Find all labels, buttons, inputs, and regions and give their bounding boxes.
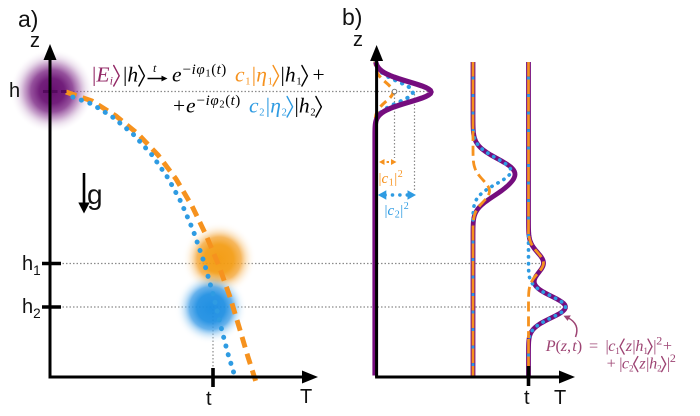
- svg-text:|: |: [653, 337, 656, 355]
- svg-text:1: 1: [205, 69, 210, 80]
- svg-text:1: 1: [615, 346, 620, 356]
- svg-text:+: +: [607, 354, 616, 372]
- svg-text:=: =: [589, 337, 598, 355]
- svg-text:2: 2: [657, 363, 662, 373]
- svg-text:η: η: [256, 63, 267, 87]
- svg-text:2: 2: [629, 363, 634, 373]
- svg-text:φ: φ: [196, 62, 204, 78]
- svg-text:z: z: [560, 337, 568, 355]
- svg-text:|: |: [123, 63, 127, 87]
- svg-text:(: (: [211, 62, 216, 78]
- svg-text:t: t: [153, 61, 157, 75]
- svg-text:c: c: [249, 94, 259, 118]
- svg-text:|: |: [92, 63, 96, 87]
- svg-text:h: h: [635, 337, 643, 355]
- svg-text:φ: φ: [210, 93, 218, 109]
- svg-text:1: 1: [643, 346, 648, 356]
- svg-text:−: −: [183, 62, 191, 78]
- svg-text:1: 1: [245, 77, 250, 88]
- svg-text:|: |: [646, 354, 649, 372]
- svg-text:): ): [577, 337, 582, 355]
- svg-text:|: |: [266, 94, 270, 118]
- svg-text:h: h: [127, 63, 138, 87]
- svg-text:c: c: [235, 63, 245, 87]
- svg-text:1: 1: [389, 178, 394, 189]
- svg-text:h: h: [649, 354, 657, 372]
- svg-text:|: |: [252, 63, 256, 87]
- svg-text:e: e: [186, 94, 196, 118]
- svg-text:P: P: [545, 337, 556, 355]
- svg-text:(: (: [225, 93, 230, 109]
- svg-text:(: (: [556, 337, 561, 355]
- svg-text:2: 2: [395, 210, 400, 221]
- svg-text:i: i: [110, 76, 113, 88]
- svg-text:−: −: [197, 93, 205, 109]
- svg-text:e: e: [172, 63, 182, 87]
- svg-text:|: |: [385, 203, 388, 219]
- svg-text:t: t: [572, 337, 577, 355]
- svg-text:2: 2: [670, 351, 676, 365]
- svg-text:|: |: [667, 354, 670, 372]
- svg-text:E: E: [95, 63, 109, 87]
- svg-text:2: 2: [656, 333, 662, 347]
- svg-text:): ): [221, 62, 226, 78]
- svg-text:2: 2: [310, 108, 315, 119]
- svg-text:+: +: [173, 94, 185, 118]
- svg-text:c: c: [382, 171, 389, 187]
- svg-text:2: 2: [282, 108, 287, 119]
- svg-text:|: |: [379, 171, 382, 187]
- svg-text:1: 1: [296, 77, 301, 88]
- svg-text:2: 2: [219, 100, 224, 111]
- svg-text:t: t: [231, 93, 236, 109]
- svg-text:i: i: [192, 62, 196, 78]
- svg-text:+: +: [663, 337, 672, 355]
- svg-text:+: +: [313, 63, 325, 87]
- svg-text:|: |: [394, 171, 397, 187]
- svg-text:t: t: [217, 62, 222, 78]
- svg-text:h: h: [285, 63, 296, 87]
- svg-text:c: c: [622, 354, 630, 372]
- svg-text:h: h: [299, 94, 310, 118]
- svg-text:|: |: [632, 337, 635, 355]
- svg-text:,: ,: [567, 337, 571, 355]
- svg-text:|: |: [619, 354, 622, 372]
- svg-text:|: |: [606, 337, 609, 355]
- svg-text:): ): [235, 93, 240, 109]
- svg-text:|: |: [400, 203, 403, 219]
- svg-text:z: z: [625, 337, 633, 355]
- svg-text:2: 2: [404, 201, 409, 212]
- svg-text:|: |: [295, 94, 299, 118]
- svg-text:η: η: [270, 94, 281, 118]
- svg-text:1: 1: [268, 77, 273, 88]
- svg-text:c: c: [608, 337, 616, 355]
- svg-text:c: c: [388, 203, 395, 219]
- svg-text:2: 2: [259, 108, 264, 119]
- svg-text:z: z: [638, 354, 646, 372]
- svg-text:i: i: [206, 93, 210, 109]
- svg-text:|: |: [281, 63, 285, 87]
- svg-text:2: 2: [398, 169, 403, 180]
